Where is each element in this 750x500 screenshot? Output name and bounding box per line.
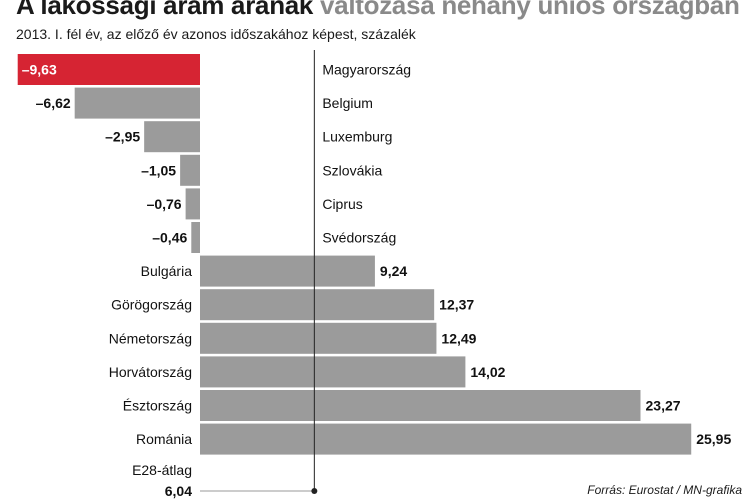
reference-label: E28-átlag	[132, 462, 192, 478]
category-label-gorogorszag: Görögország	[111, 297, 192, 313]
reference-value-label: 6,04	[165, 483, 192, 499]
category-label-bulgaria: Bulgária	[141, 263, 193, 279]
value-label-szlovakia: –1,05	[141, 162, 176, 178]
category-label-szlovakia: Szlovákia	[322, 162, 382, 178]
bar-belgium	[74, 87, 200, 119]
bar-magyarorszag	[17, 54, 200, 85]
value-label-romania: 25,95	[696, 431, 731, 447]
value-label-belgium: –6,62	[36, 95, 71, 111]
bar-horvatorszag	[200, 356, 466, 388]
chart-title-part2: változása néhány uniós országban	[320, 0, 740, 20]
category-label-svedorszag: Svédország	[322, 230, 396, 246]
category-label-horvatorszag: Horvátország	[109, 364, 192, 380]
value-label-magyarorszag: –9,63	[22, 62, 57, 78]
bar-svedorszag	[191, 222, 200, 253]
bar-gorogorszag	[200, 289, 435, 321]
bar-luxemburg	[144, 121, 200, 153]
category-label-magyarorszag: Magyarország	[322, 62, 411, 78]
bar-romania	[200, 423, 692, 455]
chart-title-part1: A lakossági áram árának	[16, 0, 314, 20]
category-label-romania: Románia	[136, 431, 192, 447]
value-label-gorogorszag: 12,37	[439, 297, 474, 313]
bar-bulgaria	[200, 255, 375, 287]
category-label-esztorszag: Észtország	[123, 398, 192, 414]
category-label-nemetorszag: Németország	[109, 330, 192, 346]
bar-ciprus	[185, 188, 200, 220]
value-label-horvatorszag: 14,02	[470, 364, 505, 380]
value-label-svedorszag: –0,46	[152, 230, 187, 246]
value-label-bulgaria: 9,24	[380, 263, 407, 279]
reference-marker	[311, 488, 318, 494]
value-label-ciprus: –0,76	[147, 196, 182, 212]
value-label-esztorszag: 23,27	[646, 398, 681, 414]
value-label-luxemburg: –2,95	[105, 129, 140, 145]
category-label-luxemburg: Luxemburg	[322, 129, 392, 145]
chart-subtitle: 2013. I. fél év, az előző év azonos idős…	[16, 26, 416, 42]
chart-title: A lakossági áram árának változása néhány…	[16, 0, 740, 20]
category-label-ciprus: Ciprus	[322, 196, 362, 212]
bar-esztorszag	[200, 390, 641, 421]
source-note: Forrás: Eurostat / MN-grafika	[587, 483, 742, 497]
category-label-belgium: Belgium	[322, 95, 373, 111]
bar-szlovakia	[180, 154, 200, 186]
value-label-nemetorszag: 12,49	[441, 330, 476, 346]
bar-nemetorszag	[200, 322, 437, 354]
